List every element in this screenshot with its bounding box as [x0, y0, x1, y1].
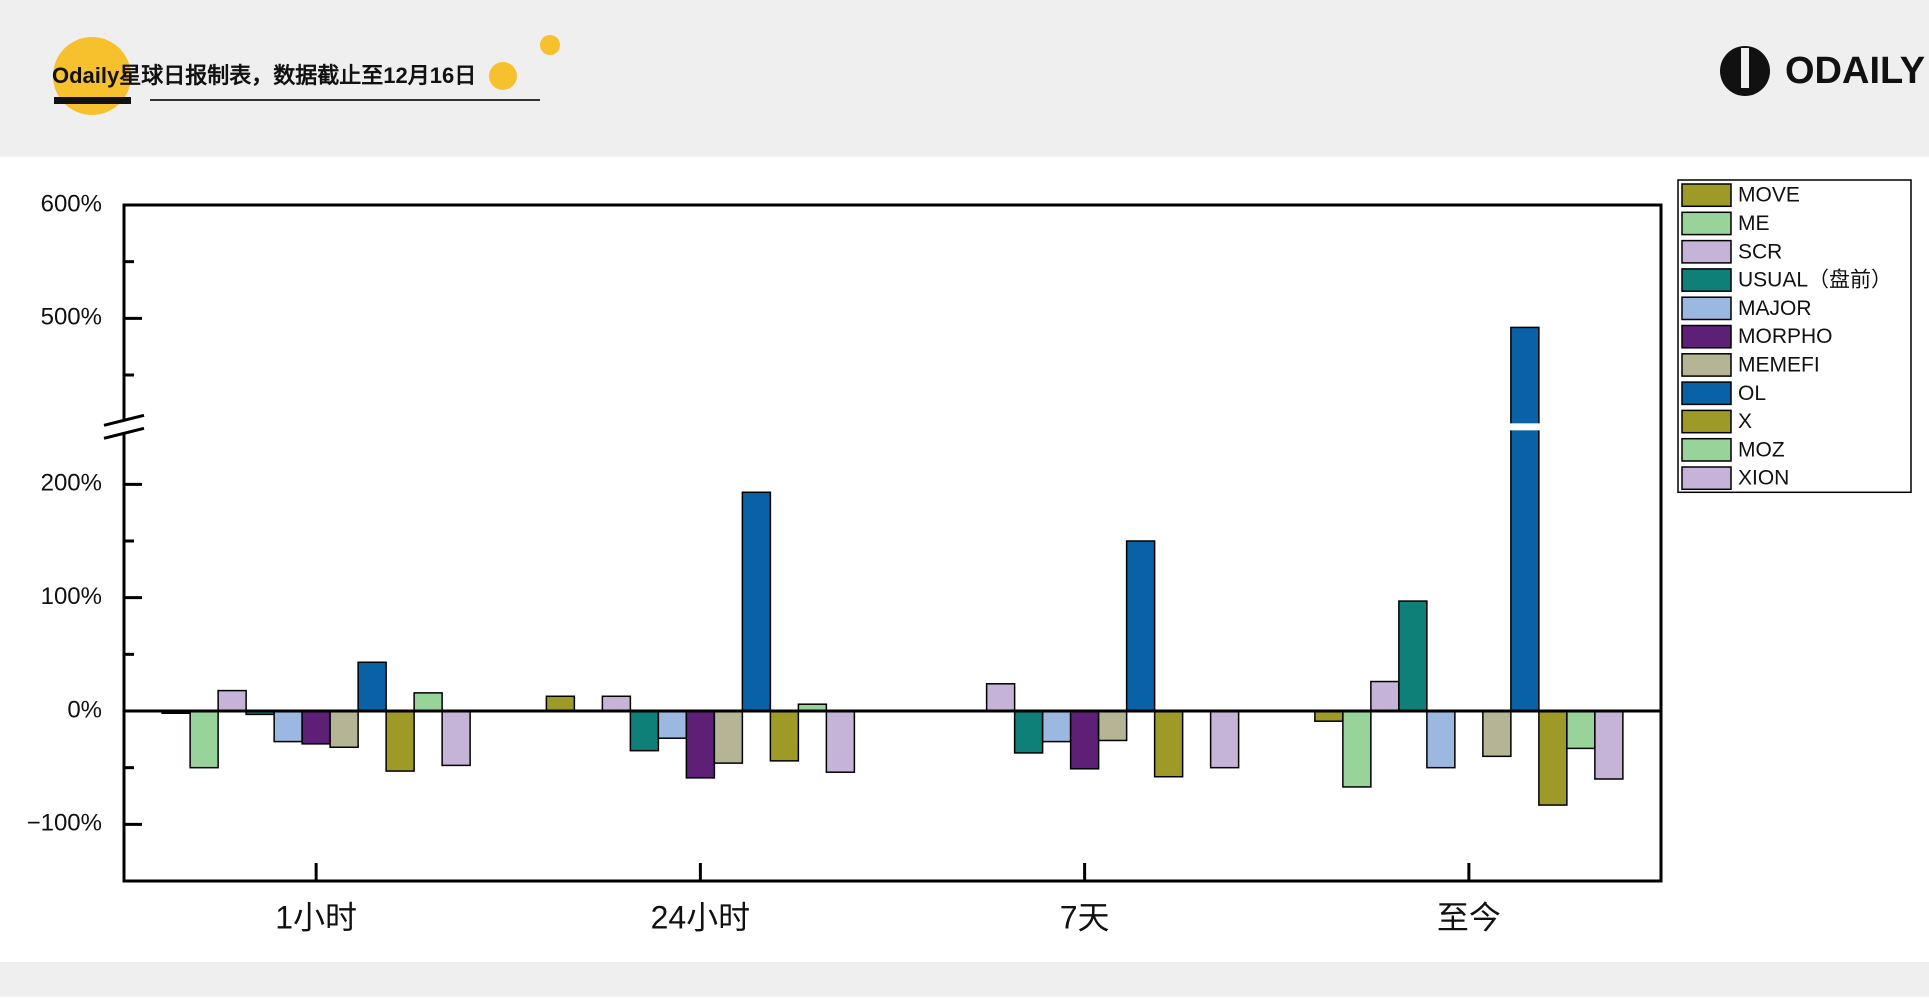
bar	[189, 710, 219, 769]
bar	[657, 710, 688, 739]
bar	[1566, 710, 1596, 750]
legend-swatch	[1681, 466, 1732, 491]
bar	[1209, 710, 1240, 769]
legend-swatch	[1681, 268, 1732, 292]
bar	[985, 683, 1016, 712]
y-tick-label: 600%	[41, 190, 102, 217]
legend-swatch	[1681, 183, 1732, 208]
bar	[1594, 710, 1624, 780]
y-tick-label: 500%	[41, 304, 102, 331]
logo-text: ODAILY	[1785, 50, 1925, 92]
legend-swatch	[1681, 239, 1732, 264]
bar	[601, 695, 632, 712]
axis-break	[103, 426, 145, 440]
legend-label: MAJOR	[1738, 297, 1812, 320]
legend-label: MORPHO	[1738, 325, 1833, 348]
y-tick-label: 100%	[41, 583, 102, 610]
bar	[301, 710, 331, 745]
legend-label: SCR	[1738, 240, 1782, 263]
legend-swatch	[1681, 296, 1732, 321]
bar	[545, 695, 576, 712]
bar	[825, 710, 856, 773]
legend-swatch	[1681, 324, 1732, 349]
bar	[1538, 710, 1568, 806]
y-tick-label: 0%	[67, 696, 102, 723]
bar	[357, 661, 387, 712]
bar	[1125, 540, 1156, 712]
bar	[1482, 710, 1512, 758]
bar	[769, 710, 800, 762]
bar	[741, 491, 772, 712]
x-tick-label: 1小时	[275, 899, 357, 935]
x-tick-label: 24小时	[651, 899, 751, 935]
bar	[273, 710, 303, 743]
y-tick-label: −100%	[27, 810, 102, 837]
bar	[413, 692, 443, 712]
bar	[441, 710, 471, 767]
bar	[217, 689, 247, 712]
logo-mark	[1741, 48, 1749, 88]
bar	[629, 710, 660, 752]
legend-label: X	[1738, 410, 1752, 433]
legend-label: MOVE	[1738, 184, 1800, 207]
bar	[1342, 710, 1372, 788]
bar	[1069, 710, 1100, 770]
legend-label: MEMEFI	[1738, 353, 1820, 376]
bar	[329, 710, 359, 749]
legend-swatch	[1681, 381, 1732, 406]
x-tick-label: 7天	[1060, 899, 1110, 935]
legend-label: XION	[1738, 467, 1789, 490]
bar	[1398, 600, 1428, 712]
header-title: Odaily星球日报制表，数据截止至12月16日	[52, 63, 476, 88]
axis-break	[103, 413, 145, 427]
bar	[1013, 710, 1044, 754]
y-tick-label: 200%	[41, 470, 102, 497]
header-dot	[53, 37, 131, 115]
footer-band	[0, 962, 1929, 997]
header-band	[0, 0, 1929, 157]
legend-swatch	[1681, 437, 1732, 462]
header-dot	[489, 62, 517, 90]
legend-swatch	[1681, 409, 1732, 434]
legend-label: USUAL（盘前）	[1738, 269, 1892, 292]
x-tick-label: 至今	[1437, 899, 1501, 935]
bar-break	[1509, 423, 1540, 431]
bar	[1097, 710, 1128, 742]
bar	[385, 710, 415, 772]
legend-label: MOZ	[1738, 438, 1785, 461]
plot-frame	[122, 203, 1663, 883]
bar	[1314, 710, 1344, 722]
legend-label: ME	[1738, 212, 1770, 235]
bar	[713, 710, 744, 764]
legend-label: OL	[1738, 382, 1766, 405]
bar	[1510, 326, 1540, 712]
bar	[1370, 680, 1400, 712]
bar	[1426, 710, 1456, 769]
header-dot	[540, 35, 560, 55]
header-underline	[54, 97, 131, 104]
bar	[1153, 710, 1184, 778]
bar	[685, 710, 716, 779]
legend-swatch	[1681, 211, 1732, 236]
bar	[1041, 710, 1072, 743]
legend-swatch	[1681, 353, 1732, 377]
